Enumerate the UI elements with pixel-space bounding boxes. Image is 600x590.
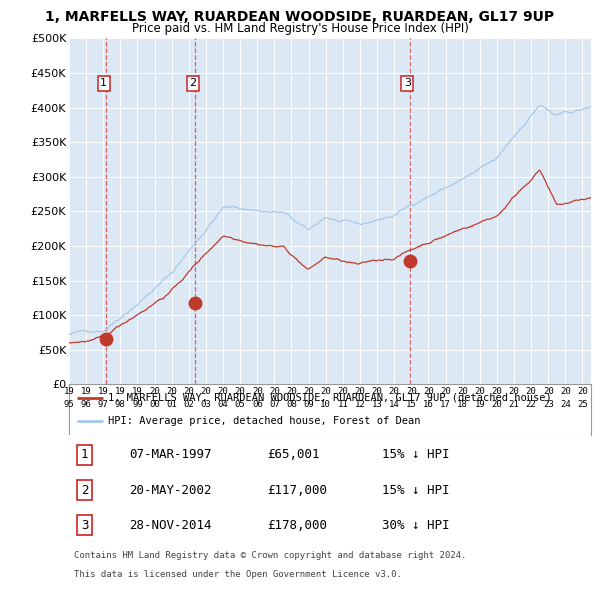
Text: 23: 23 xyxy=(543,400,554,409)
Text: This data is licensed under the Open Government Licence v3.0.: This data is licensed under the Open Gov… xyxy=(74,571,402,579)
Text: 99: 99 xyxy=(132,400,143,409)
Text: 1, MARFELLS WAY, RUARDEAN WOODSIDE, RUARDEAN, GL17 9UP (detached house): 1, MARFELLS WAY, RUARDEAN WOODSIDE, RUAR… xyxy=(108,393,552,403)
Text: 14: 14 xyxy=(389,400,400,409)
Text: 07-MAR-1997: 07-MAR-1997 xyxy=(129,448,212,461)
Text: 25: 25 xyxy=(577,400,588,409)
Text: 20: 20 xyxy=(303,387,314,396)
Text: 15% ↓ HPI: 15% ↓ HPI xyxy=(382,448,450,461)
Text: 1: 1 xyxy=(81,448,88,461)
Text: 96: 96 xyxy=(81,400,91,409)
Text: 20: 20 xyxy=(235,387,245,396)
Text: 3: 3 xyxy=(81,519,88,532)
Text: 19: 19 xyxy=(132,387,143,396)
Text: 20: 20 xyxy=(423,387,434,396)
Text: 98: 98 xyxy=(115,400,126,409)
Text: £178,000: £178,000 xyxy=(268,519,328,532)
Text: 18: 18 xyxy=(457,400,468,409)
Text: 10: 10 xyxy=(320,400,331,409)
Text: 20: 20 xyxy=(577,387,588,396)
Text: 20: 20 xyxy=(355,387,365,396)
Text: 28-NOV-2014: 28-NOV-2014 xyxy=(129,519,212,532)
Text: 20: 20 xyxy=(269,387,280,396)
Text: HPI: Average price, detached house, Forest of Dean: HPI: Average price, detached house, Fore… xyxy=(108,417,421,427)
Text: 1, MARFELLS WAY, RUARDEAN WOODSIDE, RUARDEAN, GL17 9UP: 1, MARFELLS WAY, RUARDEAN WOODSIDE, RUAR… xyxy=(46,10,554,24)
Text: £65,001: £65,001 xyxy=(268,448,320,461)
Text: 06: 06 xyxy=(252,400,263,409)
Text: 08: 08 xyxy=(286,400,297,409)
Text: 20: 20 xyxy=(526,387,536,396)
Text: 11: 11 xyxy=(337,400,348,409)
Text: 20: 20 xyxy=(218,387,229,396)
Text: 16: 16 xyxy=(423,400,434,409)
Text: Contains HM Land Registry data © Crown copyright and database right 2024.: Contains HM Land Registry data © Crown c… xyxy=(74,550,467,560)
Text: 02: 02 xyxy=(184,400,194,409)
Text: 15: 15 xyxy=(406,400,416,409)
Text: 03: 03 xyxy=(200,400,211,409)
Text: 30% ↓ HPI: 30% ↓ HPI xyxy=(382,519,450,532)
Text: 20: 20 xyxy=(337,387,348,396)
Text: 04: 04 xyxy=(218,400,229,409)
Text: 20: 20 xyxy=(252,387,263,396)
Text: 19: 19 xyxy=(475,400,485,409)
Text: 19: 19 xyxy=(64,387,74,396)
Text: 12: 12 xyxy=(355,400,365,409)
Text: 09: 09 xyxy=(303,400,314,409)
Text: 20: 20 xyxy=(200,387,211,396)
Text: 20: 20 xyxy=(491,387,502,396)
Text: 24: 24 xyxy=(560,400,571,409)
Text: 2: 2 xyxy=(189,78,196,88)
Text: 20: 20 xyxy=(406,387,416,396)
Text: 20: 20 xyxy=(166,387,177,396)
Text: 20: 20 xyxy=(475,387,485,396)
Text: Price paid vs. HM Land Registry's House Price Index (HPI): Price paid vs. HM Land Registry's House … xyxy=(131,22,469,35)
Text: 20: 20 xyxy=(543,387,554,396)
Text: 05: 05 xyxy=(235,400,245,409)
Text: 20: 20 xyxy=(560,387,571,396)
Text: 19: 19 xyxy=(81,387,91,396)
Text: 17: 17 xyxy=(440,400,451,409)
Text: 20: 20 xyxy=(509,387,520,396)
Text: 97: 97 xyxy=(98,400,109,409)
Text: 1: 1 xyxy=(100,78,107,88)
Text: 19: 19 xyxy=(115,387,126,396)
Text: 20: 20 xyxy=(389,387,400,396)
Text: 20: 20 xyxy=(149,387,160,396)
Text: 19: 19 xyxy=(98,387,109,396)
Text: 20: 20 xyxy=(491,400,502,409)
Text: 21: 21 xyxy=(509,400,520,409)
Text: 07: 07 xyxy=(269,400,280,409)
Text: 2: 2 xyxy=(81,484,88,497)
Text: £117,000: £117,000 xyxy=(268,484,328,497)
Text: 20: 20 xyxy=(440,387,451,396)
Text: 20: 20 xyxy=(286,387,297,396)
Text: 3: 3 xyxy=(404,78,410,88)
Text: 20: 20 xyxy=(457,387,468,396)
Text: 00: 00 xyxy=(149,400,160,409)
Text: 20-MAY-2002: 20-MAY-2002 xyxy=(129,484,212,497)
Text: 22: 22 xyxy=(526,400,536,409)
Text: 20: 20 xyxy=(371,387,382,396)
Text: 13: 13 xyxy=(371,400,382,409)
Text: 01: 01 xyxy=(166,400,177,409)
Text: 20: 20 xyxy=(320,387,331,396)
Text: 15% ↓ HPI: 15% ↓ HPI xyxy=(382,484,450,497)
Text: 20: 20 xyxy=(184,387,194,396)
Text: 95: 95 xyxy=(64,400,74,409)
